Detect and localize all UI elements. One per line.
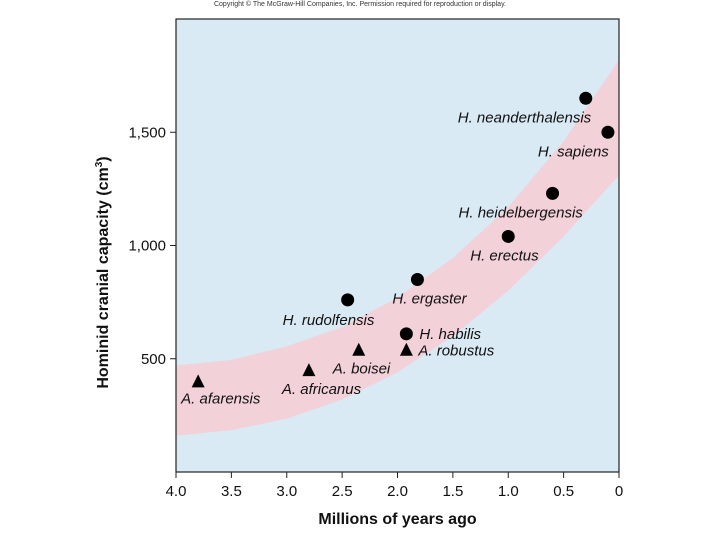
y-tick-label: 1,000	[128, 238, 166, 255]
x-tick-label: 2.0	[387, 483, 408, 500]
marker-h-habilis	[399, 327, 413, 341]
label-h-erectus: H. erectus	[470, 247, 539, 264]
label-h-rudolfensis: H. rudolfensis	[283, 312, 375, 329]
label-h-neanderthalensis: H. neanderthalensis	[458, 109, 592, 126]
label-h-sapiens: H. sapiens	[538, 143, 609, 160]
label-h-habilis: H. habilis	[419, 326, 481, 343]
x-axis-title: Millions of years ago	[318, 511, 476, 528]
label-h-heidelbergensis: H. heidelbergensis	[459, 204, 584, 221]
data-labels: A. afarensis A. africanus A. boisei A. robu…	[180, 109, 609, 407]
label-h-ergaster: H. ergaster	[392, 290, 467, 307]
marker-a-afarensis	[191, 374, 205, 388]
x-tick-label: 4.0	[166, 483, 187, 500]
y-tick-label: 1,500	[128, 124, 166, 141]
marker-a-robustus	[399, 342, 413, 356]
marker-h-erectus	[501, 229, 515, 243]
marker-a-boisei	[352, 342, 366, 356]
marker-a-africanus	[302, 363, 316, 377]
y-axis-title-superscript: 3	[94, 161, 105, 167]
copyright-notice: Copyright © The McGraw-Hill Companies, I…	[213, 1, 506, 8]
y-axis-title-main: Hominid cranial capacity (cm	[95, 167, 112, 388]
y-tick-label: 500	[141, 351, 166, 368]
marker-h-rudolfensis	[341, 293, 355, 307]
marker-h-neanderthalensis	[579, 91, 593, 105]
marker-h-ergaster	[410, 272, 424, 286]
label-a-boisei: A. boisei	[332, 361, 391, 378]
x-tick-label: 1.0	[498, 483, 519, 500]
x-tick-label: 0.5	[553, 483, 574, 500]
y-axis-title: Hominid cranial capacity (cm3)	[94, 156, 112, 388]
x-tick-label: 2.5	[332, 483, 353, 500]
x-tick-label: 3.5	[221, 483, 242, 500]
label-a-africanus: A. africanus	[281, 381, 362, 398]
x-tick-label: 0	[615, 483, 623, 500]
marker-h-heidelbergensis	[546, 186, 560, 200]
x-tick-label: 3.0	[276, 483, 297, 500]
axes: 4.0 3.5 3.0 2.5 2.0 1.5 1.0 0.5 0 500 1,000 1,500	[128, 18, 623, 500]
trend-band	[176, 59, 619, 436]
marker-h-sapiens	[601, 125, 615, 139]
y-axis-title-close: )	[95, 156, 112, 161]
label-a-robustus: A. robustus	[417, 343, 494, 360]
label-a-afarensis: A. afarensis	[180, 390, 261, 407]
data-markers	[191, 91, 615, 388]
x-tick-label: 1.5	[442, 483, 463, 500]
